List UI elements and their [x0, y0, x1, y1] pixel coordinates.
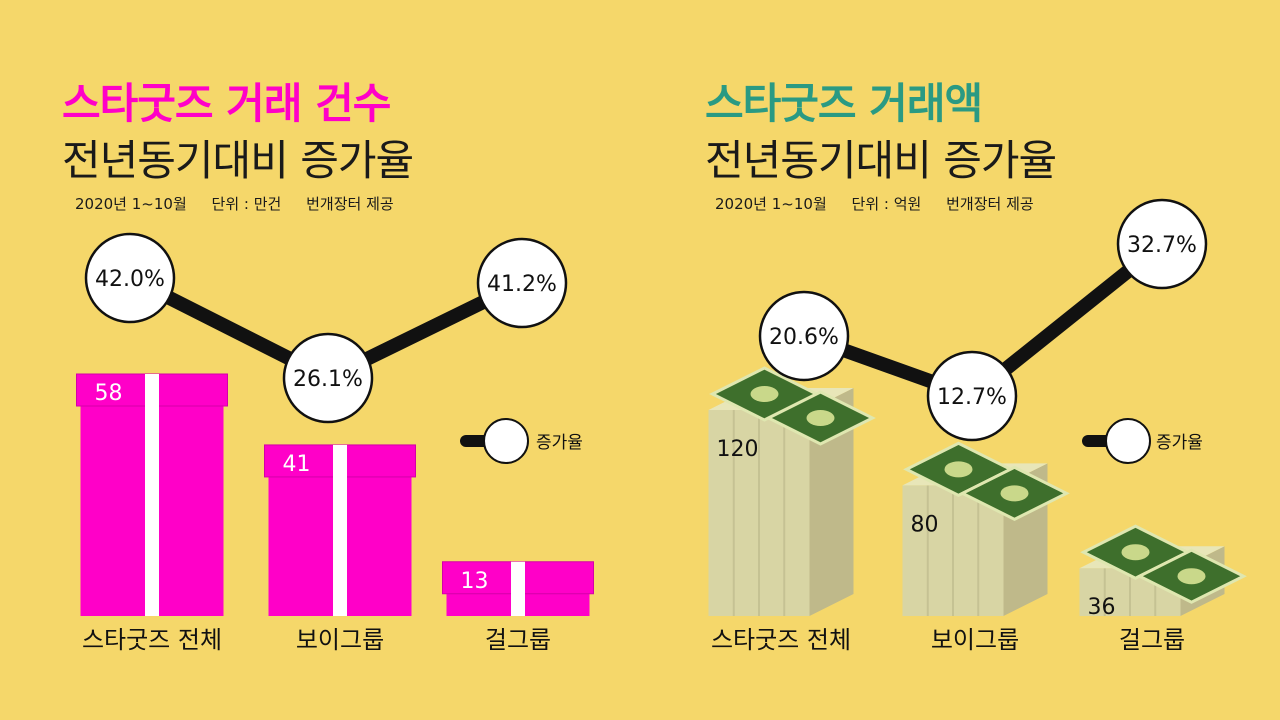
legend-marker [1105, 418, 1151, 464]
rate-point [476, 237, 568, 329]
legend-label: 증가율 [536, 433, 583, 453]
gift-ribbon [145, 374, 159, 616]
x-tick-label: 보이그룹 [931, 626, 1019, 654]
data-label: 36 [1088, 595, 1116, 620]
data-label: 80 [911, 512, 939, 537]
rate-label: 12.7% [937, 385, 1007, 410]
bill-seal [1121, 544, 1150, 561]
bill-seal [1177, 568, 1206, 585]
money-stack-icon: 120 [708, 366, 876, 616]
rate-point [758, 290, 850, 382]
data-label: 13 [461, 569, 489, 594]
rate-point [282, 332, 374, 424]
chart-svg-amount: 120 80 36 스타굿즈 전체 보이그룹 걸그룹 20.6% 12.7% 32.7% 증가율 [708, 198, 1247, 654]
bill-seal [1000, 485, 1029, 502]
chart-svg-count: 58 41 13 스타굿즈 전체 보이그룹 걸그룹 42.0% 26.1% 41.2% 증가율 [76, 232, 594, 654]
chart-meta: 2020년 1~10월 단위 : 억원 번개장터 제공 [715, 193, 1054, 214]
legend: 증가율 [1082, 418, 1203, 464]
chart-subtitle: 전년동기대비 증가율 [62, 136, 414, 185]
chart-panel-amount: 스타굿즈 거래액 전년동기대비 증가율 2020년 1~10월 단위 : 억원 … [640, 0, 1280, 720]
x-tick-label: 스타굿즈 전체 [711, 626, 851, 654]
meta-source: 번개장터 제공 [946, 195, 1034, 213]
rate-label: 26.1% [293, 367, 363, 392]
legend: 증가율 [460, 418, 583, 464]
meta-period: 2020년 1~10월 [75, 195, 187, 213]
rate-label: 20.6% [769, 325, 839, 350]
gift-ribbon [511, 561, 525, 616]
bill-seal [750, 386, 779, 402]
data-label: 58 [95, 381, 123, 406]
meta-period: 2020년 1~10월 [715, 195, 827, 213]
gift-box-icon: 41 [264, 444, 416, 616]
data-label: 120 [717, 437, 759, 462]
x-tick-label: 걸그룹 [485, 626, 551, 654]
x-tick-label: 스타굿즈 전체 [82, 626, 222, 654]
rate-label: 41.2% [487, 272, 557, 297]
gift-box-icon: 13 [442, 561, 594, 616]
data-label: 41 [283, 452, 311, 477]
rate-point [1116, 198, 1208, 290]
x-tick-label: 보이그룹 [296, 626, 384, 654]
rate-label: 32.7% [1127, 233, 1197, 258]
rate-point [84, 232, 176, 324]
chart-title: 스타굿즈 거래액 [705, 79, 983, 128]
money-stack-icon: 80 [902, 441, 1070, 616]
chart-panel-count: 스타굿즈 거래 건수 전년동기대비 증가율 2020년 1~10월 단위 : 만… [62, 79, 594, 654]
gift-ribbon [333, 444, 347, 616]
x-tick-label: 걸그룹 [1119, 626, 1185, 654]
rate-point [926, 350, 1018, 442]
gift-box-icon: 58 [76, 373, 228, 616]
chart-meta: 2020년 1~10월 단위 : 만건 번개장터 제공 [75, 193, 414, 214]
bill-seal [944, 461, 973, 478]
meta-unit: 단위 : 억원 [851, 195, 922, 213]
legend-marker [483, 418, 529, 464]
rate-label: 42.0% [95, 267, 165, 292]
bill-seal [806, 410, 835, 426]
money-stack-icon: 36 [1079, 524, 1247, 620]
meta-source: 번개장터 제공 [306, 195, 394, 213]
meta-unit: 단위 : 만건 [211, 195, 282, 213]
chart-title: 스타굿즈 거래 건수 [62, 79, 391, 128]
legend-label: 증가율 [1156, 433, 1203, 453]
chart-subtitle: 전년동기대비 증가율 [705, 136, 1057, 185]
